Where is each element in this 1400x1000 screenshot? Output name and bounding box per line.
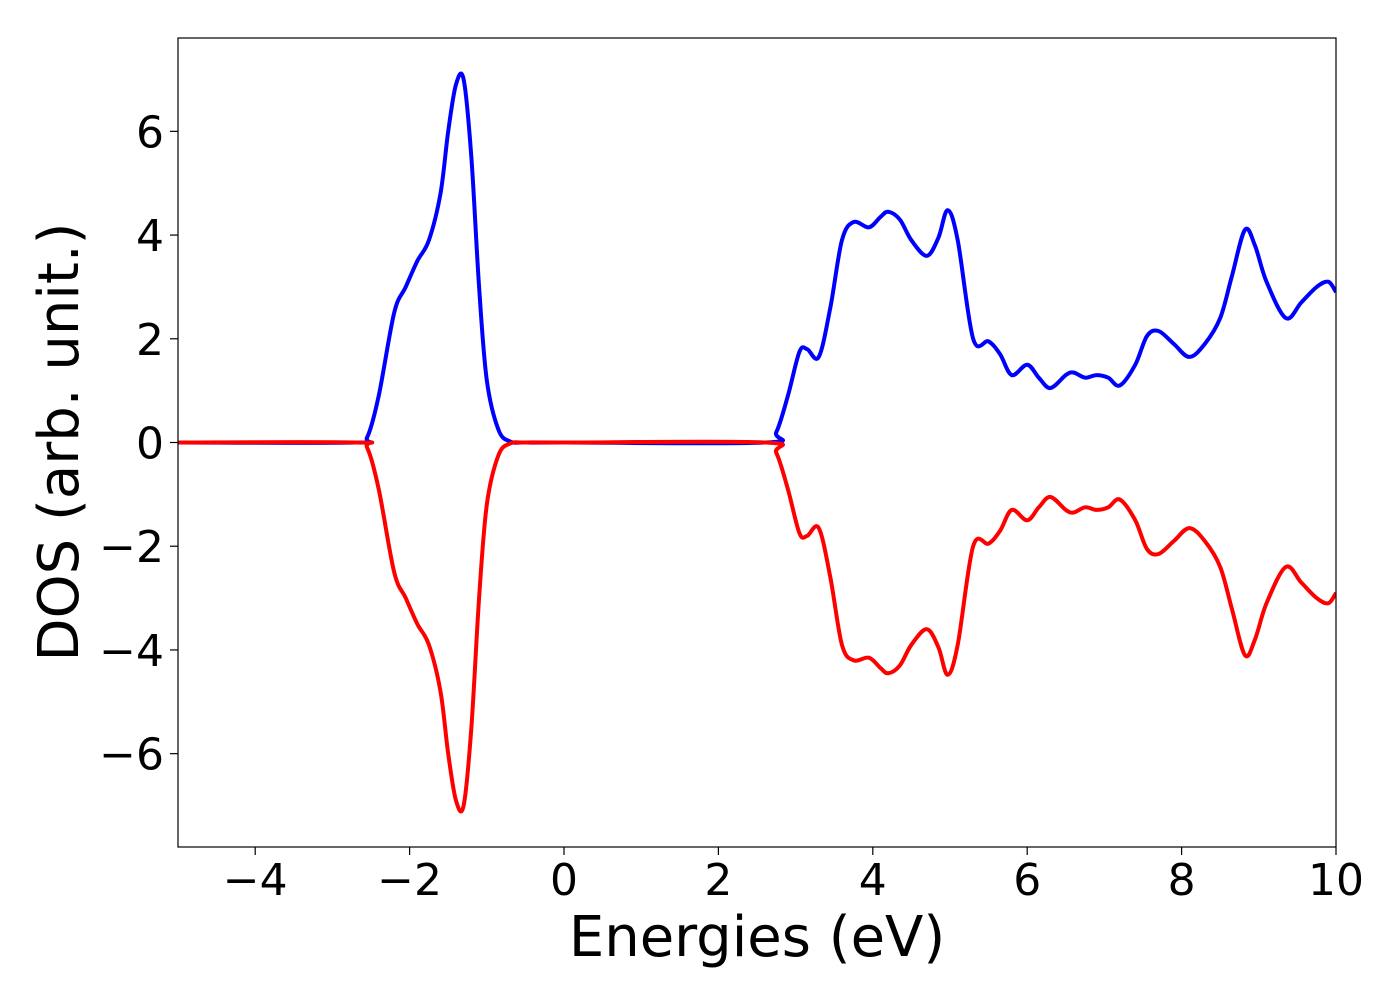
y-tick-label: −6 [99, 730, 164, 781]
x-tick-label: 4 [859, 855, 887, 906]
x-tick-label: 0 [550, 855, 578, 906]
y-tick-label: −2 [99, 522, 164, 573]
x-axis-label: Energies (eV) [569, 905, 945, 970]
y-tick-label: 6 [136, 107, 164, 158]
x-axis-ticks: −4 −2 0 2 4 6 8 10 [223, 847, 1364, 906]
y-tick-label: −4 [99, 626, 164, 677]
series-line-1 [178, 71, 1336, 446]
y-tick-label: 2 [136, 315, 164, 366]
series-line-2 [178, 439, 1336, 814]
series-layer [178, 71, 1336, 814]
y-axis-ticks: −6 −4 −2 0 2 4 6 [99, 107, 178, 781]
x-tick-label: −4 [223, 855, 288, 906]
x-tick-label: 8 [1168, 855, 1196, 906]
x-tick-label: 2 [704, 855, 732, 906]
y-tick-label: 4 [136, 211, 164, 262]
y-axis-label: DOS (arb. unit.) [27, 222, 92, 661]
x-tick-label: 10 [1308, 855, 1364, 906]
x-tick-label: 6 [1013, 855, 1041, 906]
y-tick-label: 0 [136, 419, 164, 470]
x-tick-label: −2 [377, 855, 442, 906]
